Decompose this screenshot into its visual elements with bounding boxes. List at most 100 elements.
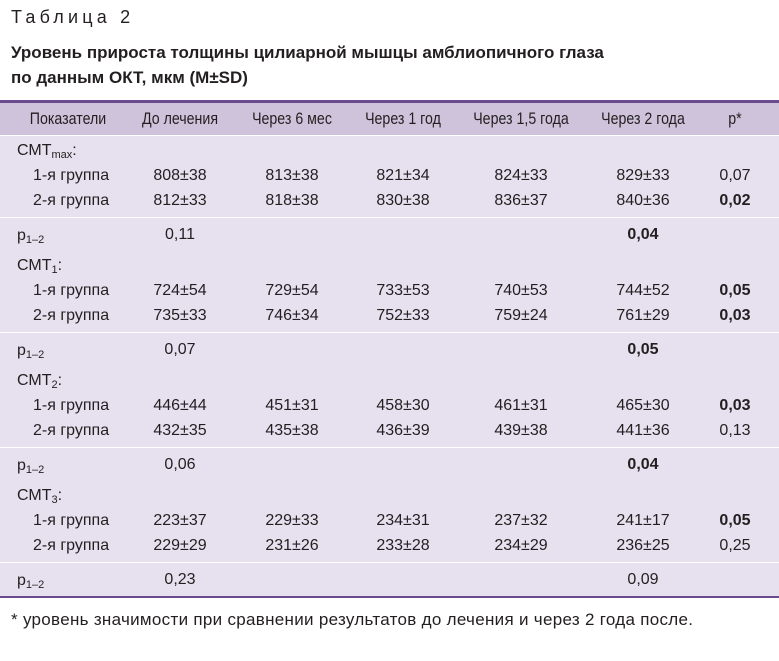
- group-row-name: 2-я группа: [33, 307, 110, 324]
- block-label: СМТ1:: [17, 256, 62, 280]
- header-1y: Через 1 год: [365, 110, 441, 128]
- p-value-cell: 0,03: [719, 307, 751, 324]
- row-separator: [0, 562, 779, 563]
- block-label-text: СМТ: [17, 372, 52, 389]
- table-cell: 234±29: [494, 537, 548, 554]
- row-separator: [0, 217, 779, 218]
- p12-label-text: p: [17, 342, 26, 359]
- table-cell: 824±33: [494, 167, 548, 184]
- block-label-colon: :: [72, 142, 77, 159]
- block-label-colon: :: [57, 487, 63, 504]
- group-row-name: 1-я группа: [33, 512, 110, 529]
- p12-after: 0,04: [627, 226, 659, 243]
- table-cell: 231±26: [265, 537, 319, 554]
- table-cell: 458±30: [376, 397, 430, 414]
- header-p: p*: [728, 110, 742, 128]
- table-cell: 237±32: [494, 512, 548, 529]
- footnote: * уровень значимости при сравнении резул…: [11, 610, 694, 629]
- block-label-text: СМТ: [17, 257, 52, 274]
- block-label-subscript: 1: [51, 264, 58, 276]
- p12-after: 0,09: [627, 571, 659, 588]
- group-row-name: 2-я группа: [33, 192, 110, 209]
- group-row-name: 1-я группа: [33, 167, 110, 184]
- table-cell: 752±33: [376, 307, 430, 324]
- header-6m: Через 6 мес: [252, 110, 332, 128]
- table-cell: 821±34: [376, 167, 430, 184]
- table-cell: 441±36: [616, 422, 670, 439]
- table-cell: 744±52: [616, 282, 670, 299]
- header-indicator: Показатели: [29, 110, 107, 128]
- table-cell: 746±34: [265, 307, 319, 324]
- table-cell: 813±38: [265, 167, 319, 184]
- table-cell: 223±37: [153, 512, 207, 529]
- p12-after: 0,05: [627, 341, 659, 358]
- table-title: Уровень прироста толщины цилиарной мышцы…: [11, 40, 604, 90]
- table-cell: 761±29: [616, 307, 670, 324]
- block-label: СМТ2:: [17, 371, 62, 395]
- table-cell: 740±53: [494, 282, 548, 299]
- p12-before: 0,11: [165, 226, 195, 243]
- table-caption: Таблица 2: [11, 7, 135, 27]
- p12-label: p1–2: [17, 571, 44, 595]
- p-value-cell: 0,25: [719, 537, 751, 554]
- table-cell: 229±29: [153, 537, 207, 554]
- block-label-subscript: 2: [51, 379, 58, 391]
- p12-label-subscript: 1–2: [25, 349, 45, 361]
- table-cell: 233±28: [376, 537, 430, 554]
- p12-row: p1–2 0,23 0,09: [0, 563, 779, 596]
- group-block: СМТ2: 1-я группа 446±44 451±31 458±30 461±31 4…: [0, 366, 779, 447]
- p12-label: p1–2: [17, 456, 44, 480]
- table-cell: 733±53: [376, 282, 430, 299]
- group-row-name: 1-я группа: [33, 397, 110, 414]
- table-cell: 229±33: [265, 512, 319, 529]
- table-cell: 830±38: [376, 192, 430, 209]
- p-value-cell: 0,02: [719, 192, 751, 209]
- p12-label: p1–2: [17, 226, 44, 250]
- table-cell: 241±17: [616, 512, 670, 529]
- p12-row: p1–2 0,07 0,05: [0, 333, 779, 366]
- header-1-5y: Через 1,5 года: [473, 110, 569, 128]
- group-block: СМТ1: 1-я группа 724±54 729±54 733±53 740±53 7…: [0, 251, 779, 332]
- p12-before: 0,07: [164, 341, 196, 358]
- table-cell: 446±44: [153, 397, 207, 414]
- table-header-row: Показатели До лечения Через 6 мес Через …: [0, 103, 779, 135]
- table-cell: 236±25: [616, 537, 670, 554]
- p-value-cell: 0,05: [719, 282, 751, 299]
- table-cell: 465±30: [616, 397, 670, 414]
- table-cell: 461±31: [494, 397, 548, 414]
- group-block: СМТ3: 1-я группа 223±37 229±33 234±31 237±32 2…: [0, 481, 779, 562]
- table-cell: 439±38: [494, 422, 548, 439]
- p-value-cell: 0,03: [719, 397, 751, 414]
- group-row-name: 1-я группа: [33, 282, 110, 299]
- p12-label-subscript: 1–2: [25, 464, 45, 476]
- p12-label: p1–2: [17, 341, 44, 365]
- table-cell: 435±38: [265, 422, 319, 439]
- table-bottom-rule: [0, 596, 779, 598]
- block-label-colon: :: [57, 257, 63, 274]
- p12-label-subscript: 1–2: [25, 579, 45, 591]
- block-label: СМТ3:: [17, 486, 62, 510]
- title-line-2: по данным ОКТ, мкм (M±SD): [11, 68, 248, 87]
- p12-label-text: p: [17, 457, 26, 474]
- block-label-colon: :: [57, 372, 63, 389]
- table-cell: 808±38: [153, 167, 207, 184]
- title-line-1: Уровень прироста толщины цилиарной мышцы…: [11, 43, 604, 62]
- row-separator: [0, 332, 779, 333]
- p12-row: p1–2 0,11 0,04: [0, 218, 779, 251]
- table-cell: 432±35: [153, 422, 207, 439]
- block-label-text: СМТ: [17, 142, 52, 159]
- table-cell: 818±38: [265, 192, 319, 209]
- block-label-subscript: max: [51, 149, 73, 161]
- block-label-text: СМТ: [17, 487, 52, 504]
- table-cell: 812±33: [153, 192, 207, 209]
- table-cell: 836±37: [494, 192, 548, 209]
- header-before: До лечения: [141, 110, 219, 128]
- row-separator: [0, 447, 779, 448]
- p12-label-text: p: [17, 572, 26, 589]
- p12-label-text: p: [17, 227, 26, 244]
- group-block: СМТmax: 1-я группа 808±38 813±38 821±34 824±3…: [0, 136, 779, 217]
- p12-after: 0,04: [627, 456, 659, 473]
- p12-label-subscript: 1–2: [25, 234, 45, 246]
- table-cell: 759±24: [494, 307, 548, 324]
- table-cell: 451±31: [265, 397, 319, 414]
